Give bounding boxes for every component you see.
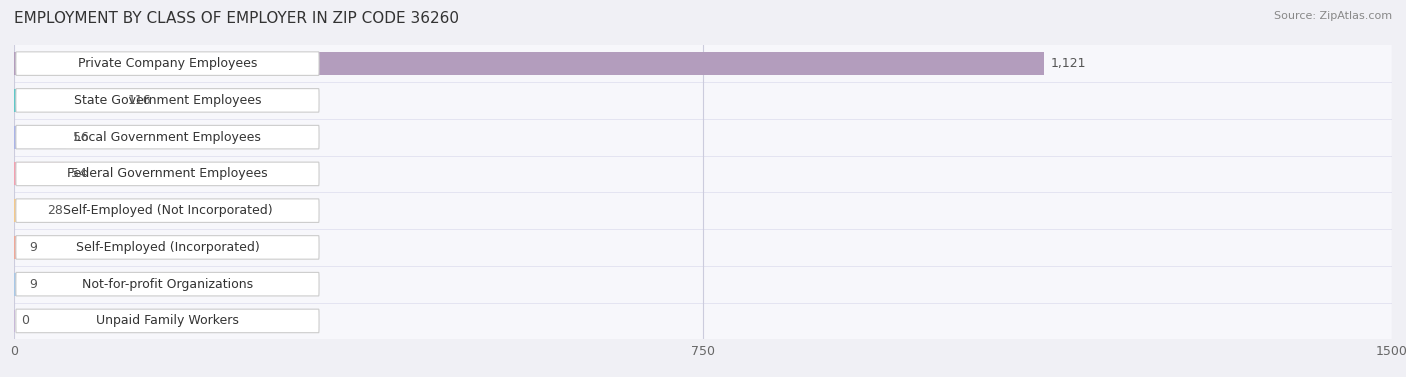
Bar [14, 266, 1392, 302]
Bar [14, 52, 1043, 75]
Text: 9: 9 [30, 241, 38, 254]
Text: EMPLOYMENT BY CLASS OF EMPLOYER IN ZIP CODE 36260: EMPLOYMENT BY CLASS OF EMPLOYER IN ZIP C… [14, 11, 460, 26]
Bar [14, 119, 1392, 156]
Text: 54: 54 [72, 167, 87, 180]
Text: Self-Employed (Not Incorporated): Self-Employed (Not Incorporated) [63, 204, 273, 217]
Text: Local Government Employees: Local Government Employees [75, 131, 262, 144]
Text: 56: 56 [73, 131, 89, 144]
Bar [14, 302, 1392, 339]
Text: 1,121: 1,121 [1052, 57, 1087, 70]
Text: 9: 9 [30, 278, 38, 291]
FancyBboxPatch shape [15, 309, 319, 333]
Bar [14, 82, 1392, 119]
Text: Private Company Employees: Private Company Employees [77, 57, 257, 70]
Bar [14, 126, 66, 149]
FancyBboxPatch shape [15, 199, 319, 222]
Bar [14, 236, 22, 259]
FancyBboxPatch shape [15, 236, 319, 259]
Bar [14, 199, 39, 222]
Bar [14, 162, 63, 185]
FancyBboxPatch shape [15, 52, 319, 75]
Text: State Government Employees: State Government Employees [73, 94, 262, 107]
Bar [14, 273, 22, 296]
Bar [14, 229, 1392, 266]
Text: 0: 0 [21, 314, 30, 327]
Text: 28: 28 [48, 204, 63, 217]
FancyBboxPatch shape [15, 273, 319, 296]
FancyBboxPatch shape [15, 162, 319, 185]
Text: Unpaid Family Workers: Unpaid Family Workers [96, 314, 239, 327]
Bar [14, 45, 1392, 82]
FancyBboxPatch shape [15, 89, 319, 112]
Bar [14, 192, 1392, 229]
FancyBboxPatch shape [15, 126, 319, 149]
Text: 116: 116 [128, 94, 152, 107]
Text: Not-for-profit Organizations: Not-for-profit Organizations [82, 278, 253, 291]
Text: Self-Employed (Incorporated): Self-Employed (Incorporated) [76, 241, 259, 254]
Text: Source: ZipAtlas.com: Source: ZipAtlas.com [1274, 11, 1392, 21]
Text: Federal Government Employees: Federal Government Employees [67, 167, 267, 180]
Bar [14, 156, 1392, 192]
Bar [14, 89, 121, 112]
